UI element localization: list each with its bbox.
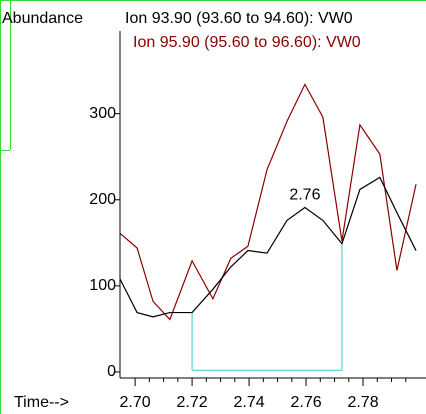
legend-entry: Ion 95.90 (95.60 to 96.60): VW0 [133, 34, 361, 51]
x-axis-label: Time--> [14, 394, 69, 411]
x-tick-label: 2.78 [347, 394, 378, 411]
y-tick-label: 200 [89, 191, 116, 208]
y-tick-label: 0 [107, 363, 116, 380]
y-axis-label: Abundance [2, 10, 83, 27]
peak-label: 2.76 [289, 187, 320, 204]
x-tick-label: 2.70 [120, 394, 151, 411]
x-tick-label: 2.74 [233, 394, 264, 411]
legend-entry: Ion 93.90 (93.60 to 94.60): VW0 [125, 10, 353, 27]
series-line [119, 83, 417, 321]
x-tick-label: 2.72 [177, 394, 208, 411]
x-tick-label: 2.76 [290, 394, 321, 411]
series-line [119, 176, 417, 318]
y-tick-label: 100 [89, 277, 116, 294]
y-tick-label: 300 [89, 105, 116, 122]
